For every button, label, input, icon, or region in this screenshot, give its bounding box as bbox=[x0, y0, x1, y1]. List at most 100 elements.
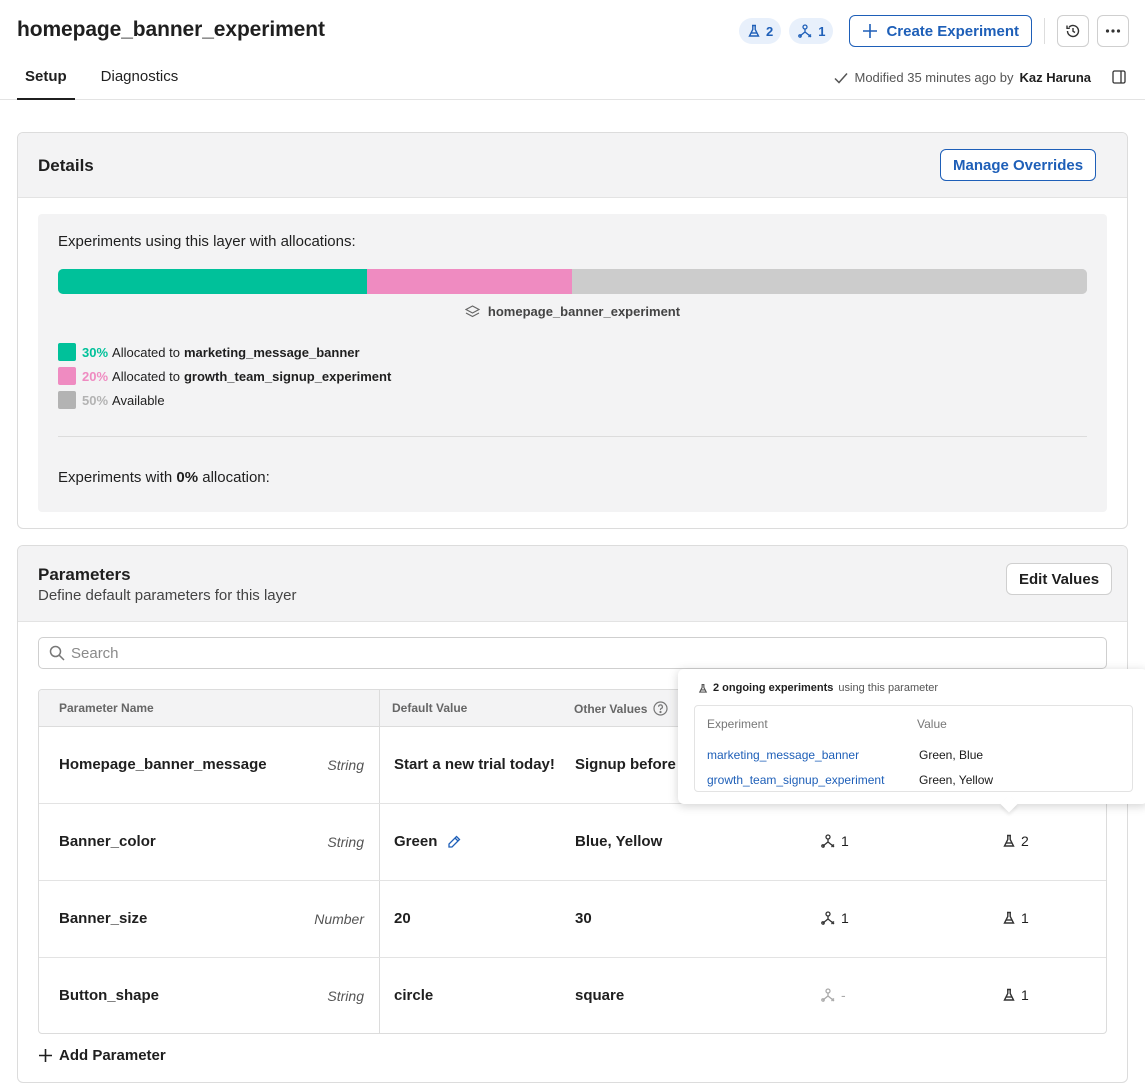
page-header: homepage_banner_experiment 2 1 Create Ex… bbox=[0, 0, 1145, 100]
default-value: circle bbox=[394, 987, 434, 1004]
more-icon bbox=[1105, 29, 1121, 33]
experiments-count-cell[interactable]: 1 bbox=[1002, 987, 1029, 1003]
popover-heading: 2 ongoing experiments using this paramet… bbox=[698, 682, 938, 694]
manage-overrides-button[interactable]: Manage Overrides bbox=[940, 149, 1097, 181]
table-row[interactable]: Banner_color String Green Blue, Yellow 1… bbox=[39, 804, 1106, 881]
edit-values-button[interactable]: Edit Values bbox=[1006, 563, 1113, 595]
history-button[interactable] bbox=[1057, 15, 1089, 47]
flask-icon bbox=[1002, 911, 1016, 925]
holdouts-count: 1 bbox=[818, 23, 826, 39]
column-other-values: Other Values bbox=[574, 701, 668, 716]
legend-item: 20% Allocated to growth_team_signup_expe… bbox=[58, 364, 391, 388]
column-divider bbox=[379, 804, 380, 880]
parameter-name: Banner_size bbox=[59, 910, 148, 927]
flask-icon bbox=[747, 24, 761, 38]
popover-suffix: using this parameter bbox=[838, 682, 939, 694]
flask-icon bbox=[698, 683, 708, 694]
parameters-card: Parameters Define default parameters for… bbox=[17, 545, 1128, 1083]
parameters-header: Parameters Define default parameters for… bbox=[18, 546, 1127, 622]
legend-percent: 20% bbox=[82, 368, 109, 384]
ongoing-experiments-popover: 2 ongoing experiments using this paramet… bbox=[678, 669, 1145, 813]
layer-label: homepage_banner_experiment bbox=[38, 304, 1107, 319]
details-card: Details Manage Overrides Experiments usi… bbox=[17, 132, 1128, 529]
side-panel-icon bbox=[1112, 70, 1126, 84]
modified-by: Kaz Haruna bbox=[1019, 70, 1091, 85]
details-header: Details Manage Overrides bbox=[18, 133, 1127, 198]
other-values: square bbox=[575, 987, 625, 1004]
allocation-segment-growth[interactable] bbox=[366, 269, 573, 294]
create-experiment-button[interactable]: Create Experiment bbox=[849, 15, 1032, 47]
parameters-title: Parameters bbox=[38, 565, 131, 584]
holdouts-count-cell[interactable]: 1 bbox=[820, 910, 849, 926]
experiments-count-badge[interactable]: 2 bbox=[738, 18, 782, 44]
plus-icon bbox=[38, 1048, 53, 1063]
popover-value: Green, Yellow bbox=[919, 773, 994, 787]
tab-setup[interactable]: Setup bbox=[17, 60, 75, 100]
more-options-button[interactable] bbox=[1097, 15, 1129, 47]
holdout-icon bbox=[797, 24, 813, 38]
history-icon bbox=[1065, 23, 1081, 39]
parameter-type: String bbox=[327, 757, 364, 773]
default-value: 20 bbox=[394, 910, 411, 927]
layers-icon bbox=[464, 304, 480, 319]
holdouts-count: 1 bbox=[841, 910, 849, 926]
zero-prefix: Experiments with bbox=[58, 469, 173, 486]
table-row[interactable]: Button_shape String circle square - 1 bbox=[39, 958, 1106, 1033]
page-title: homepage_banner_experiment bbox=[17, 18, 325, 41]
holdout-icon bbox=[820, 911, 836, 925]
popover-col-experiment: Experiment bbox=[707, 717, 768, 731]
popover-value: Green, Blue bbox=[919, 748, 984, 762]
allocation-segment-marketing[interactable] bbox=[58, 269, 367, 294]
legend-prefix: Allocated to bbox=[112, 344, 180, 360]
experiments-count-cell[interactable]: 1 bbox=[1002, 910, 1029, 926]
parameter-type: Number bbox=[314, 911, 364, 927]
legend-swatch bbox=[58, 343, 76, 361]
divider bbox=[1044, 18, 1045, 44]
allocation-heading: Experiments using this layer with alloca… bbox=[58, 233, 356, 250]
add-parameter-button[interactable]: Add Parameter bbox=[38, 1047, 166, 1064]
flask-icon bbox=[1002, 834, 1016, 848]
add-parameter-label: Add Parameter bbox=[59, 1047, 166, 1064]
search-input[interactable]: Search bbox=[38, 637, 1107, 669]
zero-allocation-heading: Experiments with 0% allocation: bbox=[58, 469, 270, 486]
popover-experiment-link[interactable]: growth_team_signup_experiment bbox=[707, 773, 885, 787]
allocation-bar bbox=[58, 269, 1087, 294]
default-value: Start a new trial today! bbox=[394, 756, 555, 773]
column-parameter-name: Parameter Name bbox=[59, 701, 154, 715]
popover-count: 2 ongoing experiments bbox=[713, 682, 834, 694]
parameter-type: String bbox=[327, 988, 364, 1004]
legend-swatch bbox=[58, 391, 76, 409]
default-value: Green bbox=[394, 833, 438, 850]
popover-experiment-link[interactable]: marketing_message_banner bbox=[707, 748, 860, 762]
side-panel-toggle[interactable] bbox=[1112, 70, 1126, 84]
holdouts-count-badge[interactable]: 1 bbox=[789, 18, 834, 44]
experiments-count: 1 bbox=[1021, 987, 1029, 1003]
flask-icon bbox=[1002, 988, 1016, 1002]
allocation-segment-available bbox=[572, 269, 1087, 294]
modified-info: Modified 35 minutes ago by Kaz Haruna bbox=[834, 70, 1091, 85]
help-icon[interactable] bbox=[653, 701, 668, 716]
column-other-values-label: Other Values bbox=[574, 701, 648, 716]
legend-experiment-name: growth_team_signup_experiment bbox=[183, 368, 392, 384]
holdouts-count-cell[interactable]: 1 bbox=[820, 833, 849, 849]
edit-pencil-icon[interactable] bbox=[447, 835, 461, 849]
legend-percent: 50% bbox=[82, 392, 109, 408]
table-row[interactable]: Homepage_banner_message String Start a n… bbox=[39, 727, 1106, 804]
legend-swatch bbox=[58, 367, 76, 385]
legend-prefix: Available bbox=[112, 392, 165, 408]
column-divider bbox=[379, 881, 380, 957]
header-actions: 2 1 Create Experiment bbox=[738, 15, 1129, 47]
parameters-subtitle: Define default parameters for this layer bbox=[38, 587, 297, 604]
table-row[interactable]: Banner_size Number 20 30 1 1 bbox=[39, 881, 1106, 958]
legend-item: 30% Allocated to marketing_message_banne… bbox=[58, 340, 391, 364]
allocation-legend: 30% Allocated to marketing_message_banne… bbox=[58, 340, 391, 412]
parameter-name: Banner_color bbox=[59, 833, 156, 850]
column-default-value: Default Value bbox=[392, 701, 468, 715]
holdouts-count: - bbox=[841, 987, 846, 1003]
legend-percent: 30% bbox=[82, 344, 109, 360]
experiments-count: 1 bbox=[1021, 910, 1029, 926]
tab-diagnostics[interactable]: Diagnostics bbox=[100, 68, 179, 85]
experiments-count-cell[interactable]: 2 bbox=[1002, 833, 1029, 849]
create-experiment-label: Create Experiment bbox=[886, 22, 1019, 40]
default-value-cell: Green bbox=[394, 833, 461, 850]
